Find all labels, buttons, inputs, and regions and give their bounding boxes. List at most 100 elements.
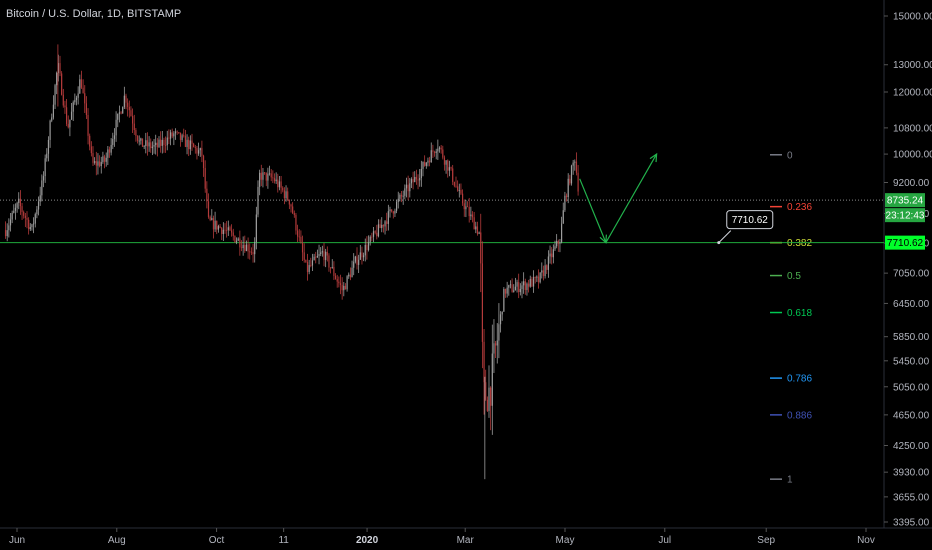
candle-body <box>518 282 520 293</box>
candle-body <box>166 137 168 146</box>
candle-body <box>577 172 579 192</box>
candle-body <box>511 284 513 292</box>
candle-body <box>296 230 299 237</box>
candle-body <box>359 252 361 260</box>
candle-body <box>31 224 33 228</box>
candle-body <box>62 94 64 106</box>
candle-body <box>8 225 10 231</box>
candle-body <box>570 165 573 184</box>
candle-body <box>448 167 450 171</box>
candle-body <box>118 112 120 114</box>
x-tick-label: Mar <box>457 535 475 546</box>
candle-body <box>64 105 66 108</box>
candle-body <box>547 256 549 270</box>
callout-box <box>726 210 774 230</box>
x-tick-label: Aug <box>108 535 126 546</box>
candle-body <box>366 244 368 251</box>
candle-body <box>174 131 177 134</box>
candle-body <box>263 172 266 174</box>
candle-body <box>102 156 104 163</box>
candle-body <box>371 236 373 238</box>
candle-body <box>414 176 416 183</box>
candle-body <box>488 387 490 411</box>
candle-body <box>201 148 203 156</box>
candle-body <box>485 382 487 400</box>
candle-body <box>100 162 102 167</box>
x-tick-label: Jun <box>9 535 25 546</box>
y-tick-label: 9200.00 <box>893 178 930 189</box>
candle-body <box>331 267 333 268</box>
candle-body <box>557 240 559 244</box>
candle-body <box>117 113 119 120</box>
candle-body <box>308 265 310 272</box>
candle-body <box>321 251 323 253</box>
candle-body <box>410 178 413 184</box>
candle-body <box>575 161 578 173</box>
candle-body <box>108 149 111 153</box>
candle-body <box>285 191 287 199</box>
candle-body <box>506 287 508 294</box>
candle-body <box>87 114 89 136</box>
candle-body <box>168 137 170 139</box>
candle-body <box>315 256 317 258</box>
candle-body <box>229 227 231 231</box>
candle-body <box>39 195 41 202</box>
candle-body <box>325 251 327 260</box>
candle-body <box>437 148 439 152</box>
candle-body <box>44 158 46 177</box>
candle-body <box>318 254 320 257</box>
candle-body <box>381 224 383 229</box>
candle-body <box>445 160 447 165</box>
candle-body <box>77 93 79 98</box>
candle-body <box>57 63 59 73</box>
x-tick-label: May <box>556 535 575 546</box>
candle-body <box>313 256 315 261</box>
candle-body <box>282 187 284 191</box>
candle-body <box>443 157 446 165</box>
candle-body <box>560 223 563 243</box>
candle-body <box>9 219 12 226</box>
candle-body <box>508 285 510 288</box>
level-badge <box>885 235 925 250</box>
candle-body <box>425 162 427 166</box>
candle-body <box>435 151 437 153</box>
candle-body <box>405 184 408 189</box>
candle-body <box>569 178 571 184</box>
candle-body <box>329 267 332 269</box>
candle-body <box>450 167 452 169</box>
candle-body <box>207 201 210 217</box>
callout-pointer <box>718 230 732 243</box>
candle-body <box>395 201 398 211</box>
candle-body <box>156 142 158 148</box>
candle-body <box>52 104 54 118</box>
candle-body <box>113 135 116 139</box>
x-tick-label: Nov <box>857 535 875 546</box>
candle-body <box>470 214 472 217</box>
candle-body <box>442 149 444 158</box>
candle-body <box>181 135 183 141</box>
candle-body <box>197 150 200 154</box>
candle-body <box>21 206 23 212</box>
projection-arrow <box>579 178 607 243</box>
y-tick-label: 10000.00 <box>893 150 932 161</box>
candle-body <box>230 230 233 233</box>
candle-body <box>153 144 155 147</box>
candle-body <box>222 229 224 234</box>
candle-body <box>247 244 249 252</box>
candle-body <box>493 343 495 354</box>
candle-body <box>254 242 256 255</box>
candle-body <box>85 103 87 115</box>
x-tick-label: 2020 <box>356 535 379 546</box>
candle-body <box>391 209 393 212</box>
candle-body <box>158 139 160 148</box>
candle-body <box>74 99 76 103</box>
candle-body <box>18 198 20 203</box>
candle-body <box>140 138 142 141</box>
candle-body <box>115 119 117 136</box>
candle-body <box>206 188 208 202</box>
candle-body <box>542 270 545 277</box>
candle-body <box>338 281 340 284</box>
candle-body <box>526 283 528 290</box>
y-tick-label: 5050.00 <box>893 382 930 393</box>
